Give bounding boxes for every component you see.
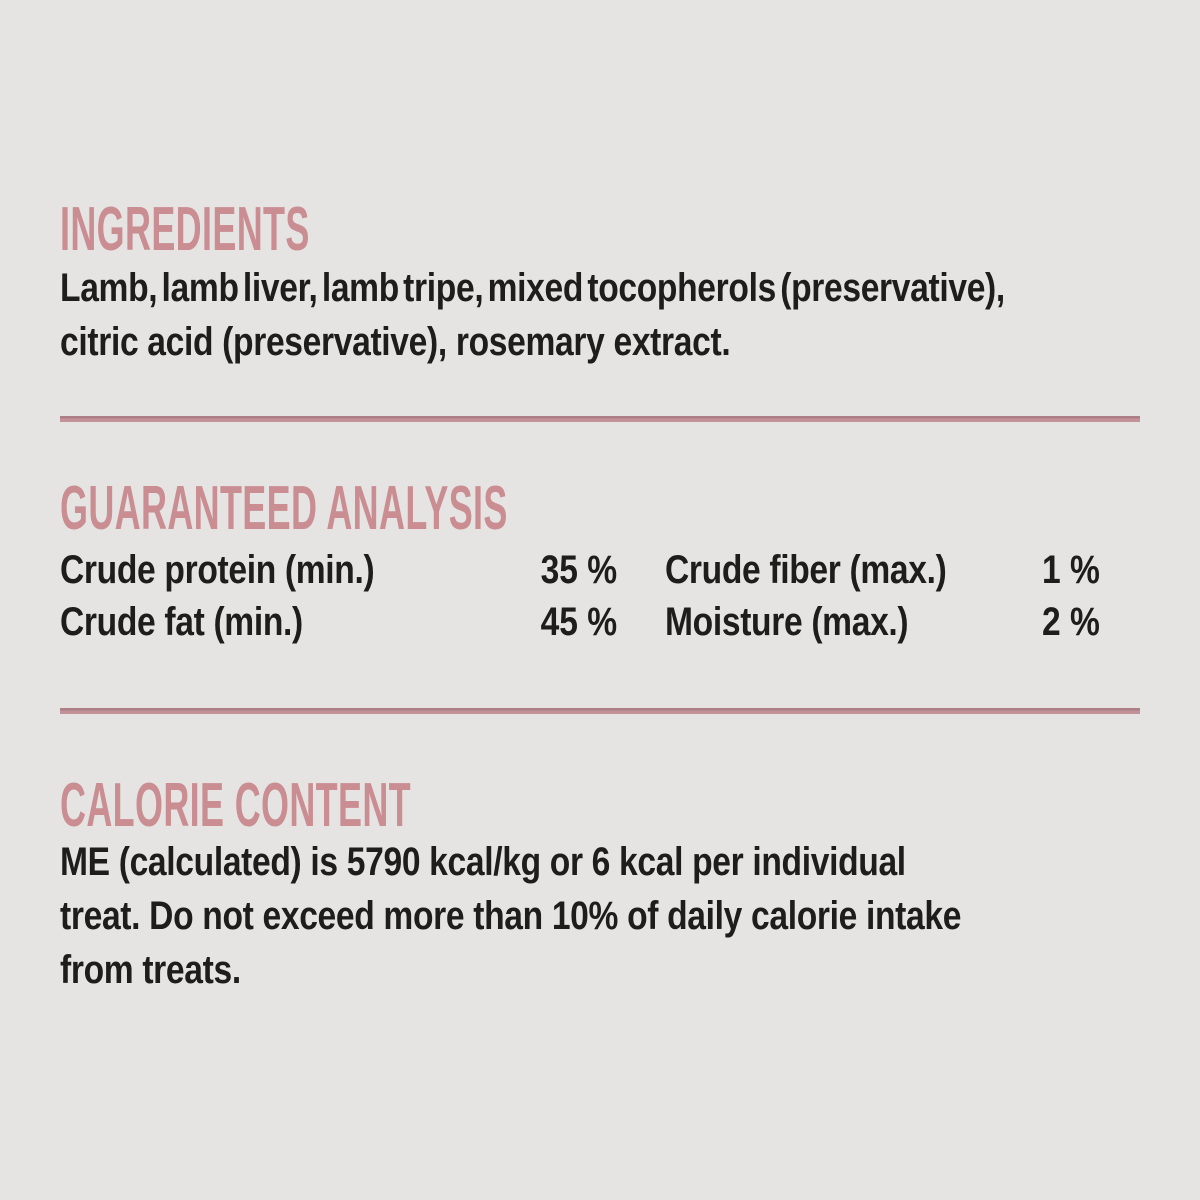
calorie-line: ME (calculated) is 5790 kcal/kg or 6 kca… bbox=[60, 840, 906, 884]
section-divider bbox=[60, 708, 1140, 714]
value-crude-protein: 35 % bbox=[540, 548, 617, 592]
section-divider bbox=[60, 416, 1140, 422]
ingredients-text: Lamb, lamb liver, lamb tripe, mixed toco… bbox=[60, 261, 1140, 369]
label-crude-protein: Crude protein (min.) bbox=[60, 548, 375, 592]
calorie-line: from treats. bbox=[60, 948, 241, 992]
calorie-content-text: ME (calculated) is 5790 kcal/kg or 6 kca… bbox=[60, 835, 1140, 997]
guaranteed-analysis-section: GUARANTEED ANALYSIS Crude protein (min.)… bbox=[60, 478, 1140, 648]
label-crude-fiber: Crude fiber (max.) bbox=[665, 548, 947, 592]
calorie-content-heading: CALORIE CONTENT bbox=[60, 771, 412, 840]
value-moisture: 2 % bbox=[1042, 600, 1100, 644]
calorie-line: treat. Do not exceed more than 10% of da… bbox=[60, 894, 962, 938]
value-crude-fiber: 1 % bbox=[1042, 548, 1100, 592]
ingredients-heading: INGREDIENTS bbox=[60, 195, 310, 264]
ingredients-section: INGREDIENTS Lamb, lamb liver, lamb tripe… bbox=[60, 199, 1140, 369]
ingredients-line: Lamb, lamb liver, lamb tripe, mixed toco… bbox=[60, 266, 1005, 310]
guaranteed-analysis-heading: GUARANTEED ANALYSIS bbox=[60, 474, 508, 543]
label-moisture: Moisture (max.) bbox=[665, 600, 909, 644]
value-crude-fat: 45 % bbox=[540, 600, 617, 644]
guaranteed-analysis-table: Crude protein (min.) 35 % Crude fiber (m… bbox=[60, 544, 1140, 648]
calorie-content-section: CALORIE CONTENT ME (calculated) is 5790 … bbox=[60, 775, 1140, 997]
ingredients-line: citric acid (preservative), rosemary ext… bbox=[60, 320, 731, 364]
label-crude-fat: Crude fat (min.) bbox=[60, 600, 303, 644]
